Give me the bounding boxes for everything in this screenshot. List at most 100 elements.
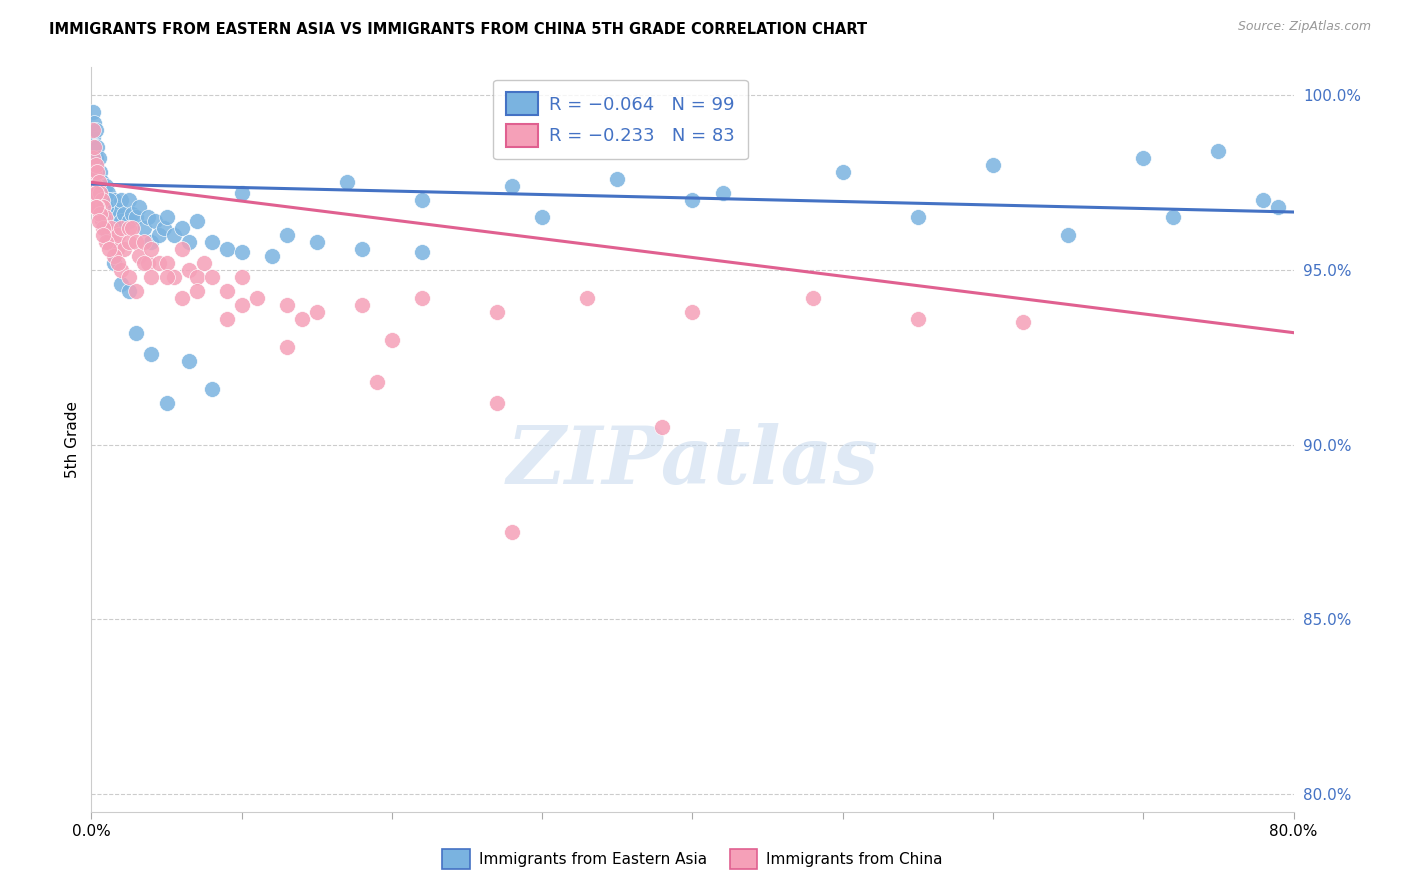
- Point: [90, 213, 112, 227]
- Point: [118, 213, 141, 227]
- Point: [87, 200, 110, 214]
- Point: [110, 262, 132, 277]
- Point: [118, 193, 141, 207]
- Point: [103, 235, 125, 249]
- Point: [170, 242, 193, 256]
- Point: [121, 220, 143, 235]
- Point: [114, 242, 136, 256]
- Point: [305, 304, 328, 318]
- Point: [260, 249, 283, 263]
- Point: [86, 186, 108, 200]
- Point: [143, 213, 166, 227]
- Point: [1253, 193, 1275, 207]
- Point: [96, 200, 118, 214]
- Point: [84, 200, 107, 214]
- Point: [155, 256, 177, 270]
- Point: [981, 158, 1004, 172]
- Point: [128, 249, 150, 263]
- Point: [411, 291, 433, 305]
- Point: [138, 256, 160, 270]
- Point: [155, 395, 177, 409]
- Point: [84, 186, 107, 200]
- Point: [486, 395, 509, 409]
- Point: [411, 193, 433, 207]
- Point: [681, 304, 703, 318]
- Point: [89, 165, 111, 179]
- Point: [83, 140, 105, 154]
- Point: [107, 203, 129, 218]
- Point: [163, 227, 186, 242]
- Point: [103, 213, 125, 227]
- Point: [86, 165, 108, 179]
- Point: [100, 200, 122, 214]
- Point: [132, 256, 155, 270]
- Point: [215, 242, 238, 256]
- Point: [138, 211, 160, 225]
- Point: [132, 235, 155, 249]
- Point: [350, 298, 373, 312]
- Point: [148, 227, 170, 242]
- Point: [801, 291, 824, 305]
- Point: [96, 178, 118, 193]
- Point: [90, 175, 112, 189]
- Point: [87, 151, 110, 165]
- Point: [90, 211, 112, 225]
- Point: [170, 220, 193, 235]
- Point: [125, 211, 148, 225]
- Point: [501, 524, 523, 539]
- Point: [96, 200, 118, 214]
- Point: [86, 140, 108, 154]
- Point: [141, 242, 163, 256]
- Text: Source: ZipAtlas.com: Source: ZipAtlas.com: [1237, 20, 1371, 33]
- Point: [1161, 211, 1184, 225]
- Point: [305, 235, 328, 249]
- Point: [163, 269, 186, 284]
- Point: [201, 269, 224, 284]
- Point: [231, 245, 253, 260]
- Point: [411, 245, 433, 260]
- Point: [87, 189, 110, 203]
- Point: [152, 220, 174, 235]
- Point: [90, 193, 112, 207]
- Point: [84, 158, 107, 172]
- Point: [336, 175, 359, 189]
- Point: [94, 186, 117, 200]
- Point: [98, 211, 121, 225]
- Point: [105, 211, 128, 225]
- Point: [87, 175, 110, 189]
- Point: [100, 220, 122, 235]
- Point: [907, 211, 929, 225]
- Point: [98, 235, 121, 249]
- Point: [231, 186, 253, 200]
- Text: ZIPatlas: ZIPatlas: [506, 423, 879, 500]
- Point: [83, 165, 105, 179]
- Point: [89, 186, 111, 200]
- Point: [104, 200, 127, 214]
- Point: [97, 186, 120, 200]
- Point: [141, 235, 163, 249]
- Point: [87, 203, 110, 218]
- Point: [186, 284, 208, 298]
- Point: [231, 269, 253, 284]
- Point: [89, 207, 111, 221]
- Point: [110, 220, 132, 235]
- Point: [177, 262, 200, 277]
- Point: [103, 256, 125, 270]
- Point: [907, 311, 929, 326]
- Point: [121, 207, 143, 221]
- Point: [114, 207, 136, 221]
- Point: [155, 269, 177, 284]
- Point: [86, 186, 108, 200]
- Point: [94, 203, 117, 218]
- Point: [90, 193, 112, 207]
- Point: [831, 165, 853, 179]
- Legend: Immigrants from Eastern Asia, Immigrants from China: Immigrants from Eastern Asia, Immigrants…: [436, 843, 949, 875]
- Point: [651, 420, 673, 434]
- Point: [177, 353, 200, 368]
- Point: [93, 178, 115, 193]
- Point: [1132, 151, 1154, 165]
- Point: [118, 235, 141, 249]
- Point: [84, 200, 107, 214]
- Point: [96, 235, 118, 249]
- Point: [86, 200, 108, 214]
